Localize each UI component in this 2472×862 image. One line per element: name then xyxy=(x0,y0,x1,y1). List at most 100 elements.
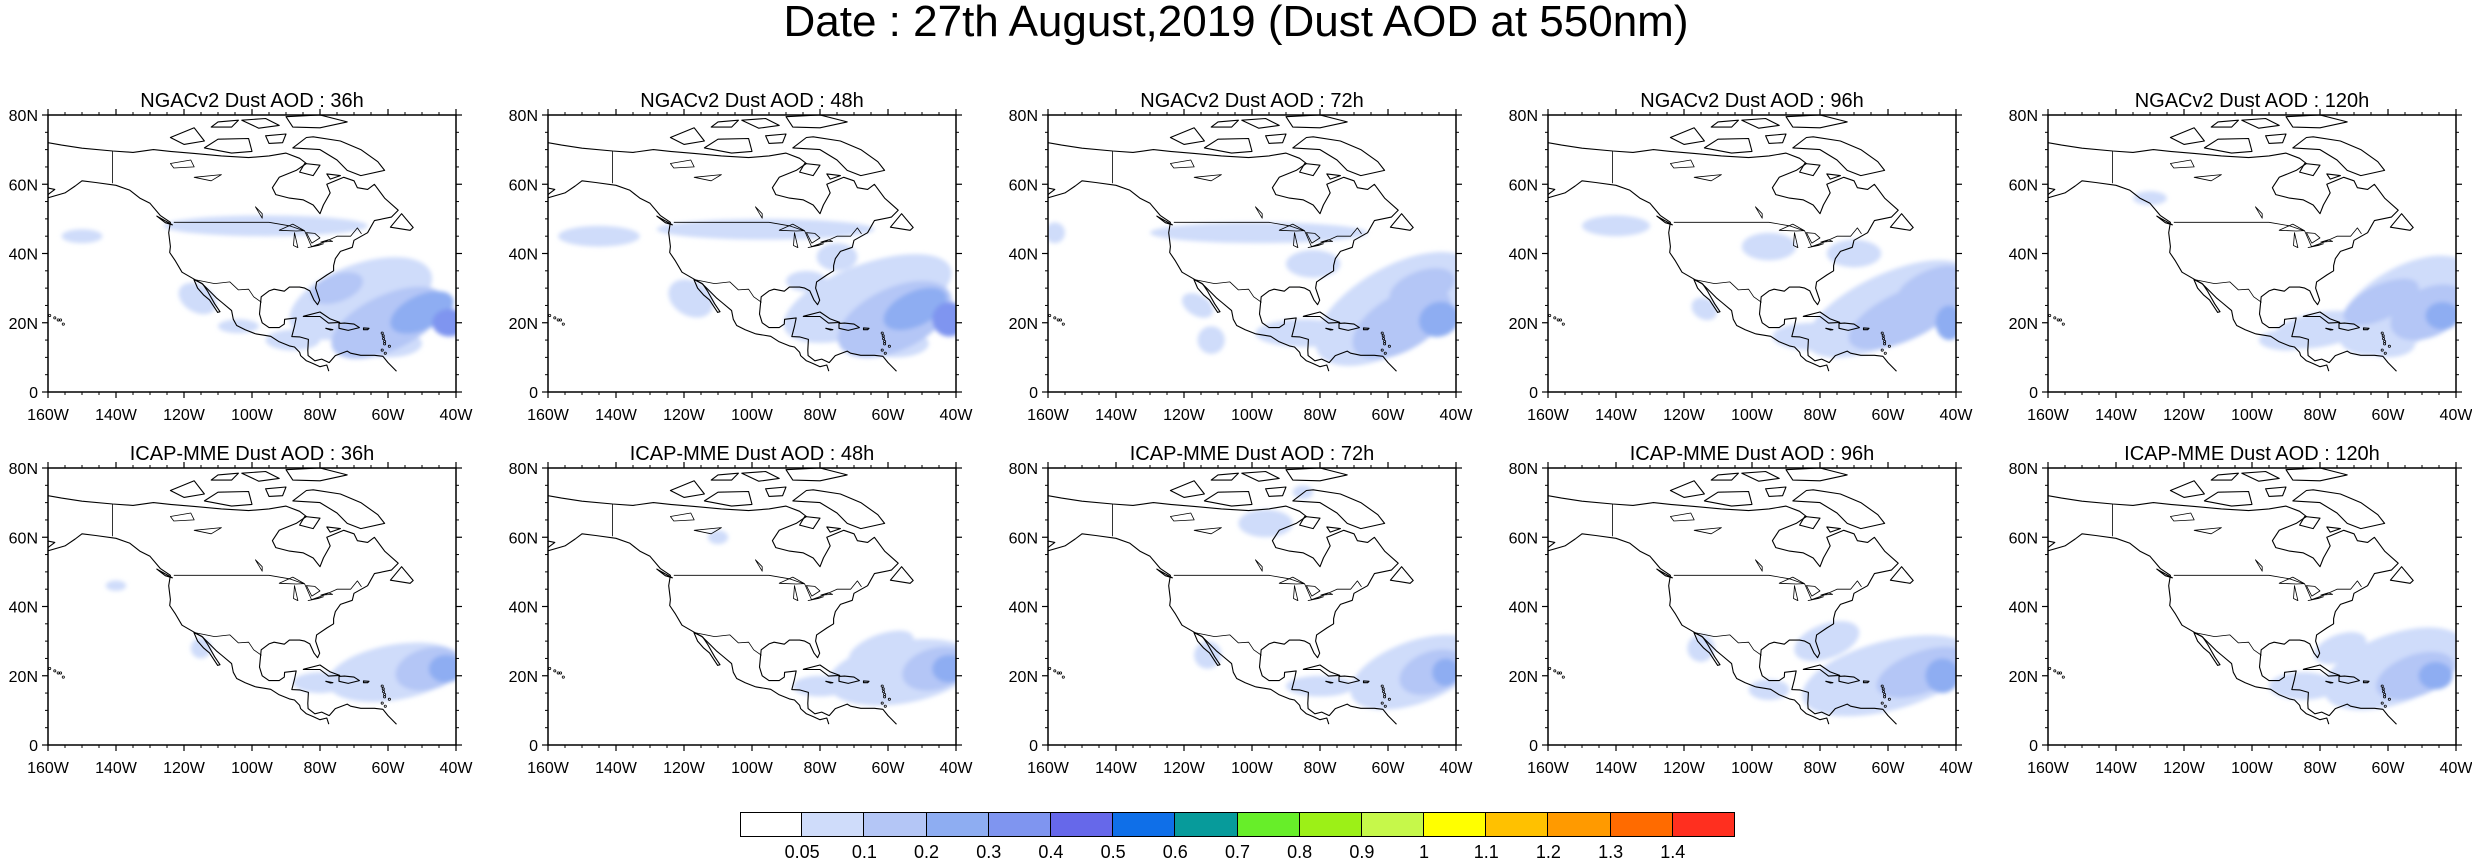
island-outline xyxy=(862,680,870,684)
island-outline xyxy=(2156,568,2173,579)
island-outline xyxy=(2203,490,2253,507)
coastline xyxy=(548,142,899,372)
longitude-tick-label: 140W xyxy=(1595,760,1638,777)
small-island xyxy=(383,351,387,355)
coastline xyxy=(255,333,330,372)
longitude-tick-label: 80W xyxy=(2304,760,2338,777)
lake-outline xyxy=(1306,232,1321,244)
latitude-tick-label: 80N xyxy=(509,461,538,478)
lake-outline xyxy=(820,592,833,596)
country-border xyxy=(2173,574,2362,600)
latitude-tick-label: 60N xyxy=(1009,530,1038,547)
small-island xyxy=(2061,322,2065,326)
colorbar-label: 0.7 xyxy=(1224,842,1251,862)
island-outline xyxy=(2299,515,2321,530)
coastline xyxy=(1548,142,1899,372)
longitude-tick-label: 120W xyxy=(663,407,706,424)
island-outline xyxy=(765,133,787,144)
dust-aod-map: 160W 140W 120W 100W 80W 60W 40W 0 20N 40N 60N 80N xyxy=(1009,461,1474,777)
island-outline xyxy=(1265,486,1287,497)
small-island xyxy=(1882,337,1886,341)
dust-aod-region xyxy=(1255,319,1351,347)
dust-aod-region xyxy=(668,279,714,318)
small-island xyxy=(1553,669,1557,673)
coastline xyxy=(1048,142,1399,372)
latitude-tick-label: 0 xyxy=(1029,385,1038,402)
dust-aod-region xyxy=(105,580,127,591)
dust-aod-region xyxy=(428,654,456,683)
latitude-tick-label: 80N xyxy=(1009,108,1038,125)
small-island xyxy=(383,342,387,346)
island-outline xyxy=(299,162,321,177)
longitude-tick-label: 40W xyxy=(1940,760,1974,777)
longitude-tick-label: 100W xyxy=(731,760,774,777)
dust-aod-region xyxy=(61,229,103,244)
lake-outline xyxy=(307,596,324,601)
latitude-tick-label: 0 xyxy=(529,738,538,755)
island-outline xyxy=(210,472,239,481)
longitude-tick-label: 80W xyxy=(304,407,338,424)
latitude-tick-label: 0 xyxy=(1529,385,1538,402)
map-layer xyxy=(548,115,956,372)
lake-outline xyxy=(170,512,195,522)
dust-aod-region xyxy=(2343,278,2419,326)
island-outline xyxy=(156,568,173,579)
dust-aod-region xyxy=(1925,658,1956,694)
small-island xyxy=(382,690,386,694)
island-outline xyxy=(2338,322,2360,331)
island-outline xyxy=(389,566,414,584)
small-island xyxy=(1382,690,1386,694)
island-outline xyxy=(1292,489,1386,530)
colorbar-label: 1 xyxy=(1419,842,1430,862)
small-island xyxy=(1380,331,1384,335)
island-outline xyxy=(1825,327,1834,331)
colorbar-label: 1.2 xyxy=(1535,842,1561,862)
small-island xyxy=(1883,704,1887,708)
island-outline xyxy=(1792,489,1886,530)
longitude-tick-label: 100W xyxy=(1731,407,1774,424)
island-outline xyxy=(362,327,370,331)
small-island xyxy=(1387,344,1391,348)
small-island xyxy=(1048,313,1052,317)
latitude-tick-label: 20N xyxy=(2009,316,2038,333)
dust-aod-region xyxy=(1691,297,1718,321)
small-island xyxy=(1880,348,1884,352)
longitude-tick-label: 160W xyxy=(2027,760,2070,777)
island-outline xyxy=(1656,568,1673,579)
country-border xyxy=(173,574,362,600)
colorbar-swatch xyxy=(1424,812,1487,837)
lake-outline xyxy=(306,232,321,244)
lake-outline xyxy=(693,527,722,535)
small-island xyxy=(383,695,387,699)
small-island xyxy=(1883,342,1887,346)
small-island xyxy=(1553,316,1557,320)
island-outline xyxy=(1325,680,1334,684)
small-island xyxy=(2056,318,2060,322)
dust-aod-region xyxy=(1418,301,1456,337)
small-island xyxy=(1881,687,1885,691)
coastline xyxy=(548,495,899,725)
small-island xyxy=(380,701,384,705)
longitude-tick-label: 120W xyxy=(163,407,206,424)
coastline xyxy=(693,631,721,666)
longitude-tick-label: 60W xyxy=(2372,760,2406,777)
map-panel: NGACv2 Dust AOD : 48h 160W 140W 120W 100W 80W… xyxy=(500,90,974,450)
coastline xyxy=(2048,495,2399,725)
lake-outline xyxy=(2193,527,2222,535)
island-outline xyxy=(338,322,360,331)
lake-outline xyxy=(1170,512,1195,522)
longitude-tick-label: 40W xyxy=(440,760,474,777)
island-outline xyxy=(2302,311,2341,324)
colorbar-legend: 0.05 0.1 0.2 0.3 0.4 0.5 0.6 0.7 0.8 0.9 1 1.1 1.2 1.… xyxy=(740,812,1735,862)
map-panel: ICAP-MME Dust AOD : 36h 160W 140W 120W 100W 8… xyxy=(0,443,474,803)
coastline xyxy=(1255,333,1330,372)
longitude-tick-label: 120W xyxy=(1663,760,1706,777)
longitude-tick-label: 140W xyxy=(2095,760,2138,777)
lake-outline xyxy=(193,527,222,535)
longitude-tick-label: 60W xyxy=(372,760,406,777)
island-outline xyxy=(1838,322,1860,331)
island-outline xyxy=(826,173,841,180)
latitude-tick-label: 80N xyxy=(1009,461,1038,478)
island-outline xyxy=(1156,215,1173,226)
lake-outline xyxy=(1293,232,1299,248)
